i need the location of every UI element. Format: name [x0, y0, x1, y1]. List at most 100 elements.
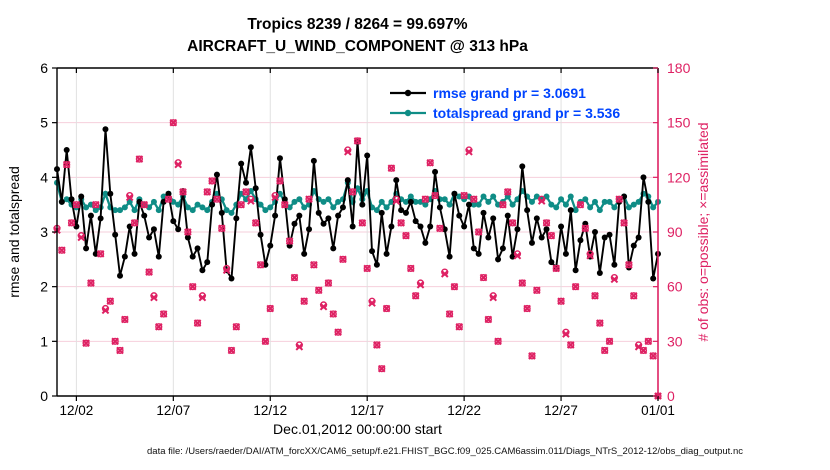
obs-assimilated-marker — [566, 341, 575, 349]
totalspread-marker — [150, 198, 157, 205]
rmse-marker — [272, 212, 279, 219]
obs-assimilated-marker — [382, 304, 391, 313]
obs-possible-marker — [455, 323, 463, 331]
rmse-marker — [606, 231, 613, 238]
totalspread-marker — [121, 204, 128, 211]
right-tick-label: 180 — [667, 60, 691, 76]
obs-possible-marker — [426, 159, 434, 167]
rmse-marker — [218, 209, 225, 216]
obs-assimilated-marker — [639, 346, 648, 355]
totalspread-marker — [422, 201, 429, 208]
totalspread-marker — [189, 207, 196, 214]
obs-possible-marker — [581, 224, 589, 232]
obs-assimilated-marker — [159, 310, 168, 318]
obs-possible-marker — [436, 224, 444, 232]
obs-assimilated-marker — [552, 264, 561, 273]
obs-assimilated-marker — [237, 200, 245, 209]
obs-assimilated-marker — [533, 286, 541, 295]
obs-assimilated-marker — [523, 304, 531, 313]
rmse-marker — [296, 212, 303, 219]
obs-possible-marker — [523, 304, 531, 313]
obs-possible-marker — [639, 346, 648, 355]
obs-possible-marker — [256, 261, 265, 269]
rmse-marker — [645, 198, 652, 205]
rmse-marker — [369, 248, 376, 255]
totalspread-marker — [446, 201, 453, 208]
obs-possible-marker — [116, 346, 124, 355]
obs-possible-marker — [184, 228, 192, 236]
obs-possible-marker — [310, 261, 318, 269]
obs-possible-marker — [576, 201, 585, 209]
obs-possible-marker — [339, 255, 347, 263]
rmse-marker — [281, 196, 288, 203]
obs-possible-marker — [106, 297, 114, 305]
obs-possible-marker — [97, 250, 105, 258]
obs-assimilated-marker — [256, 260, 265, 269]
obs-assimilated-marker — [537, 197, 546, 205]
left-tick-label: 0 — [40, 388, 48, 404]
obs-possible-marker — [169, 119, 177, 127]
obs-possible-marker — [58, 246, 66, 254]
obs-assimilated-marker — [62, 160, 71, 169]
obs-assimilated-marker — [72, 200, 81, 209]
totalspread-marker — [635, 198, 642, 205]
obs-assimilated-marker — [431, 191, 439, 200]
rmse-marker — [315, 209, 322, 216]
obs-assimilated-marker — [445, 310, 454, 318]
rmse-marker — [480, 209, 487, 216]
totalspread-marker — [228, 209, 235, 216]
left-tick-label: 2 — [40, 279, 48, 295]
rmse-marker — [562, 250, 569, 257]
obs-possible-marker — [470, 195, 478, 203]
obs-assimilated-marker — [411, 291, 420, 300]
totalspread-marker — [199, 204, 206, 211]
obs-possible-marker — [130, 219, 139, 227]
legend-row-rmse: rmse grand pr = 3.0691 — [388, 83, 620, 103]
totalspread-marker — [296, 196, 303, 203]
totalspread-marker — [528, 198, 535, 205]
obs-assimilated-marker — [625, 260, 633, 269]
x-tick-label: 12/22 — [447, 403, 481, 418]
obs-assimilated-marker — [576, 200, 585, 209]
totalspread-marker — [495, 201, 502, 208]
obs-assimilated-marker — [67, 219, 76, 227]
obs-assimilated-marker — [111, 337, 119, 346]
obs-possible-marker — [290, 273, 299, 282]
rmse-marker — [175, 226, 182, 233]
obs-assimilated-marker — [188, 282, 197, 291]
obs-assimilated-marker — [343, 148, 352, 156]
obs-assimilated-marker — [154, 322, 163, 331]
obs-assimilated-marker — [586, 251, 594, 260]
totalspread-marker — [596, 207, 603, 214]
rmse-marker — [228, 275, 235, 282]
totalspread-marker — [383, 204, 390, 211]
rmse-marker — [650, 275, 657, 282]
rmse-marker — [170, 218, 177, 225]
rmse-marker — [146, 234, 153, 241]
totalspread-marker — [553, 204, 560, 211]
obs-possible-marker — [479, 273, 488, 282]
totalspread-marker — [87, 201, 94, 208]
obs-assimilated-marker — [135, 155, 144, 163]
rmse-marker — [92, 250, 99, 257]
obs-assimilated-marker — [392, 197, 401, 205]
obs-possible-marker — [450, 283, 459, 291]
totalspread-marker — [591, 198, 598, 205]
totalspread-marker — [112, 207, 119, 214]
rmse-marker — [470, 245, 477, 252]
totalspread-marker — [485, 198, 492, 205]
rmse-marker — [630, 242, 637, 249]
rmse-marker — [276, 155, 283, 162]
rmse-marker — [601, 234, 608, 241]
rmse-marker — [635, 234, 642, 241]
rmse-marker — [247, 144, 254, 151]
rmse-marker — [417, 223, 424, 230]
rmse-marker — [514, 226, 521, 233]
rmse-marker — [533, 215, 540, 222]
totalspread-marker — [562, 201, 569, 208]
totalspread-marker — [601, 198, 608, 205]
obs-assimilated-marker — [266, 304, 275, 313]
obs-possible-marker — [567, 341, 575, 349]
left-y-axis-label: rmse and totalspread — [6, 166, 22, 298]
obs-assimilated-marker — [368, 299, 376, 307]
